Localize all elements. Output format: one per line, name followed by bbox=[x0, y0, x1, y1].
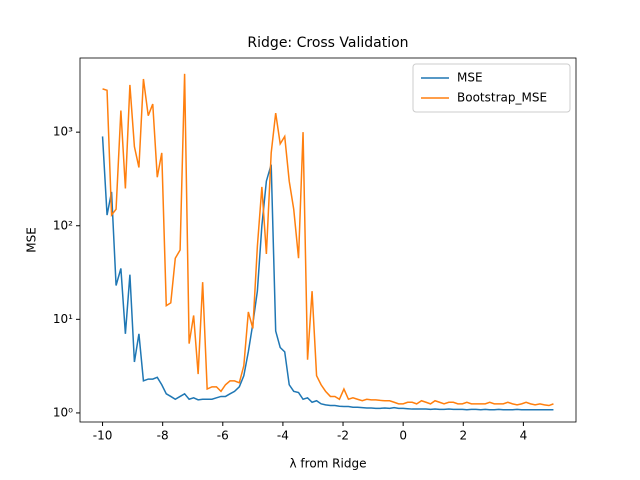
x-axis-label: λ from Ridge bbox=[290, 457, 367, 471]
x-tick-label: -2 bbox=[337, 429, 349, 443]
x-tick-label: -10 bbox=[93, 429, 113, 443]
legend-label: MSE bbox=[457, 71, 483, 85]
legend-box bbox=[412, 63, 571, 113]
x-tick-label: 2 bbox=[459, 429, 467, 443]
x-tick-label: -4 bbox=[277, 429, 289, 443]
x-tick-label: -6 bbox=[217, 429, 229, 443]
y-tick-label: 10¹ bbox=[53, 312, 73, 326]
x-tick-label: 4 bbox=[520, 429, 528, 443]
legend-label: Bootstrap_MSE bbox=[457, 91, 547, 105]
y-tick-label: 10⁰ bbox=[53, 405, 73, 419]
y-axis-label: MSE bbox=[25, 227, 39, 253]
x-tick-label: -8 bbox=[157, 429, 169, 443]
chart-title: Ridge: Cross Validation bbox=[247, 35, 408, 51]
x-tick-label: 0 bbox=[399, 429, 407, 443]
y-tick-label: 10² bbox=[53, 218, 73, 232]
y-tick-label: 10³ bbox=[53, 125, 73, 139]
plot-frame bbox=[79, 57, 577, 423]
line bbox=[101, 136, 554, 411]
line bbox=[102, 73, 554, 407]
